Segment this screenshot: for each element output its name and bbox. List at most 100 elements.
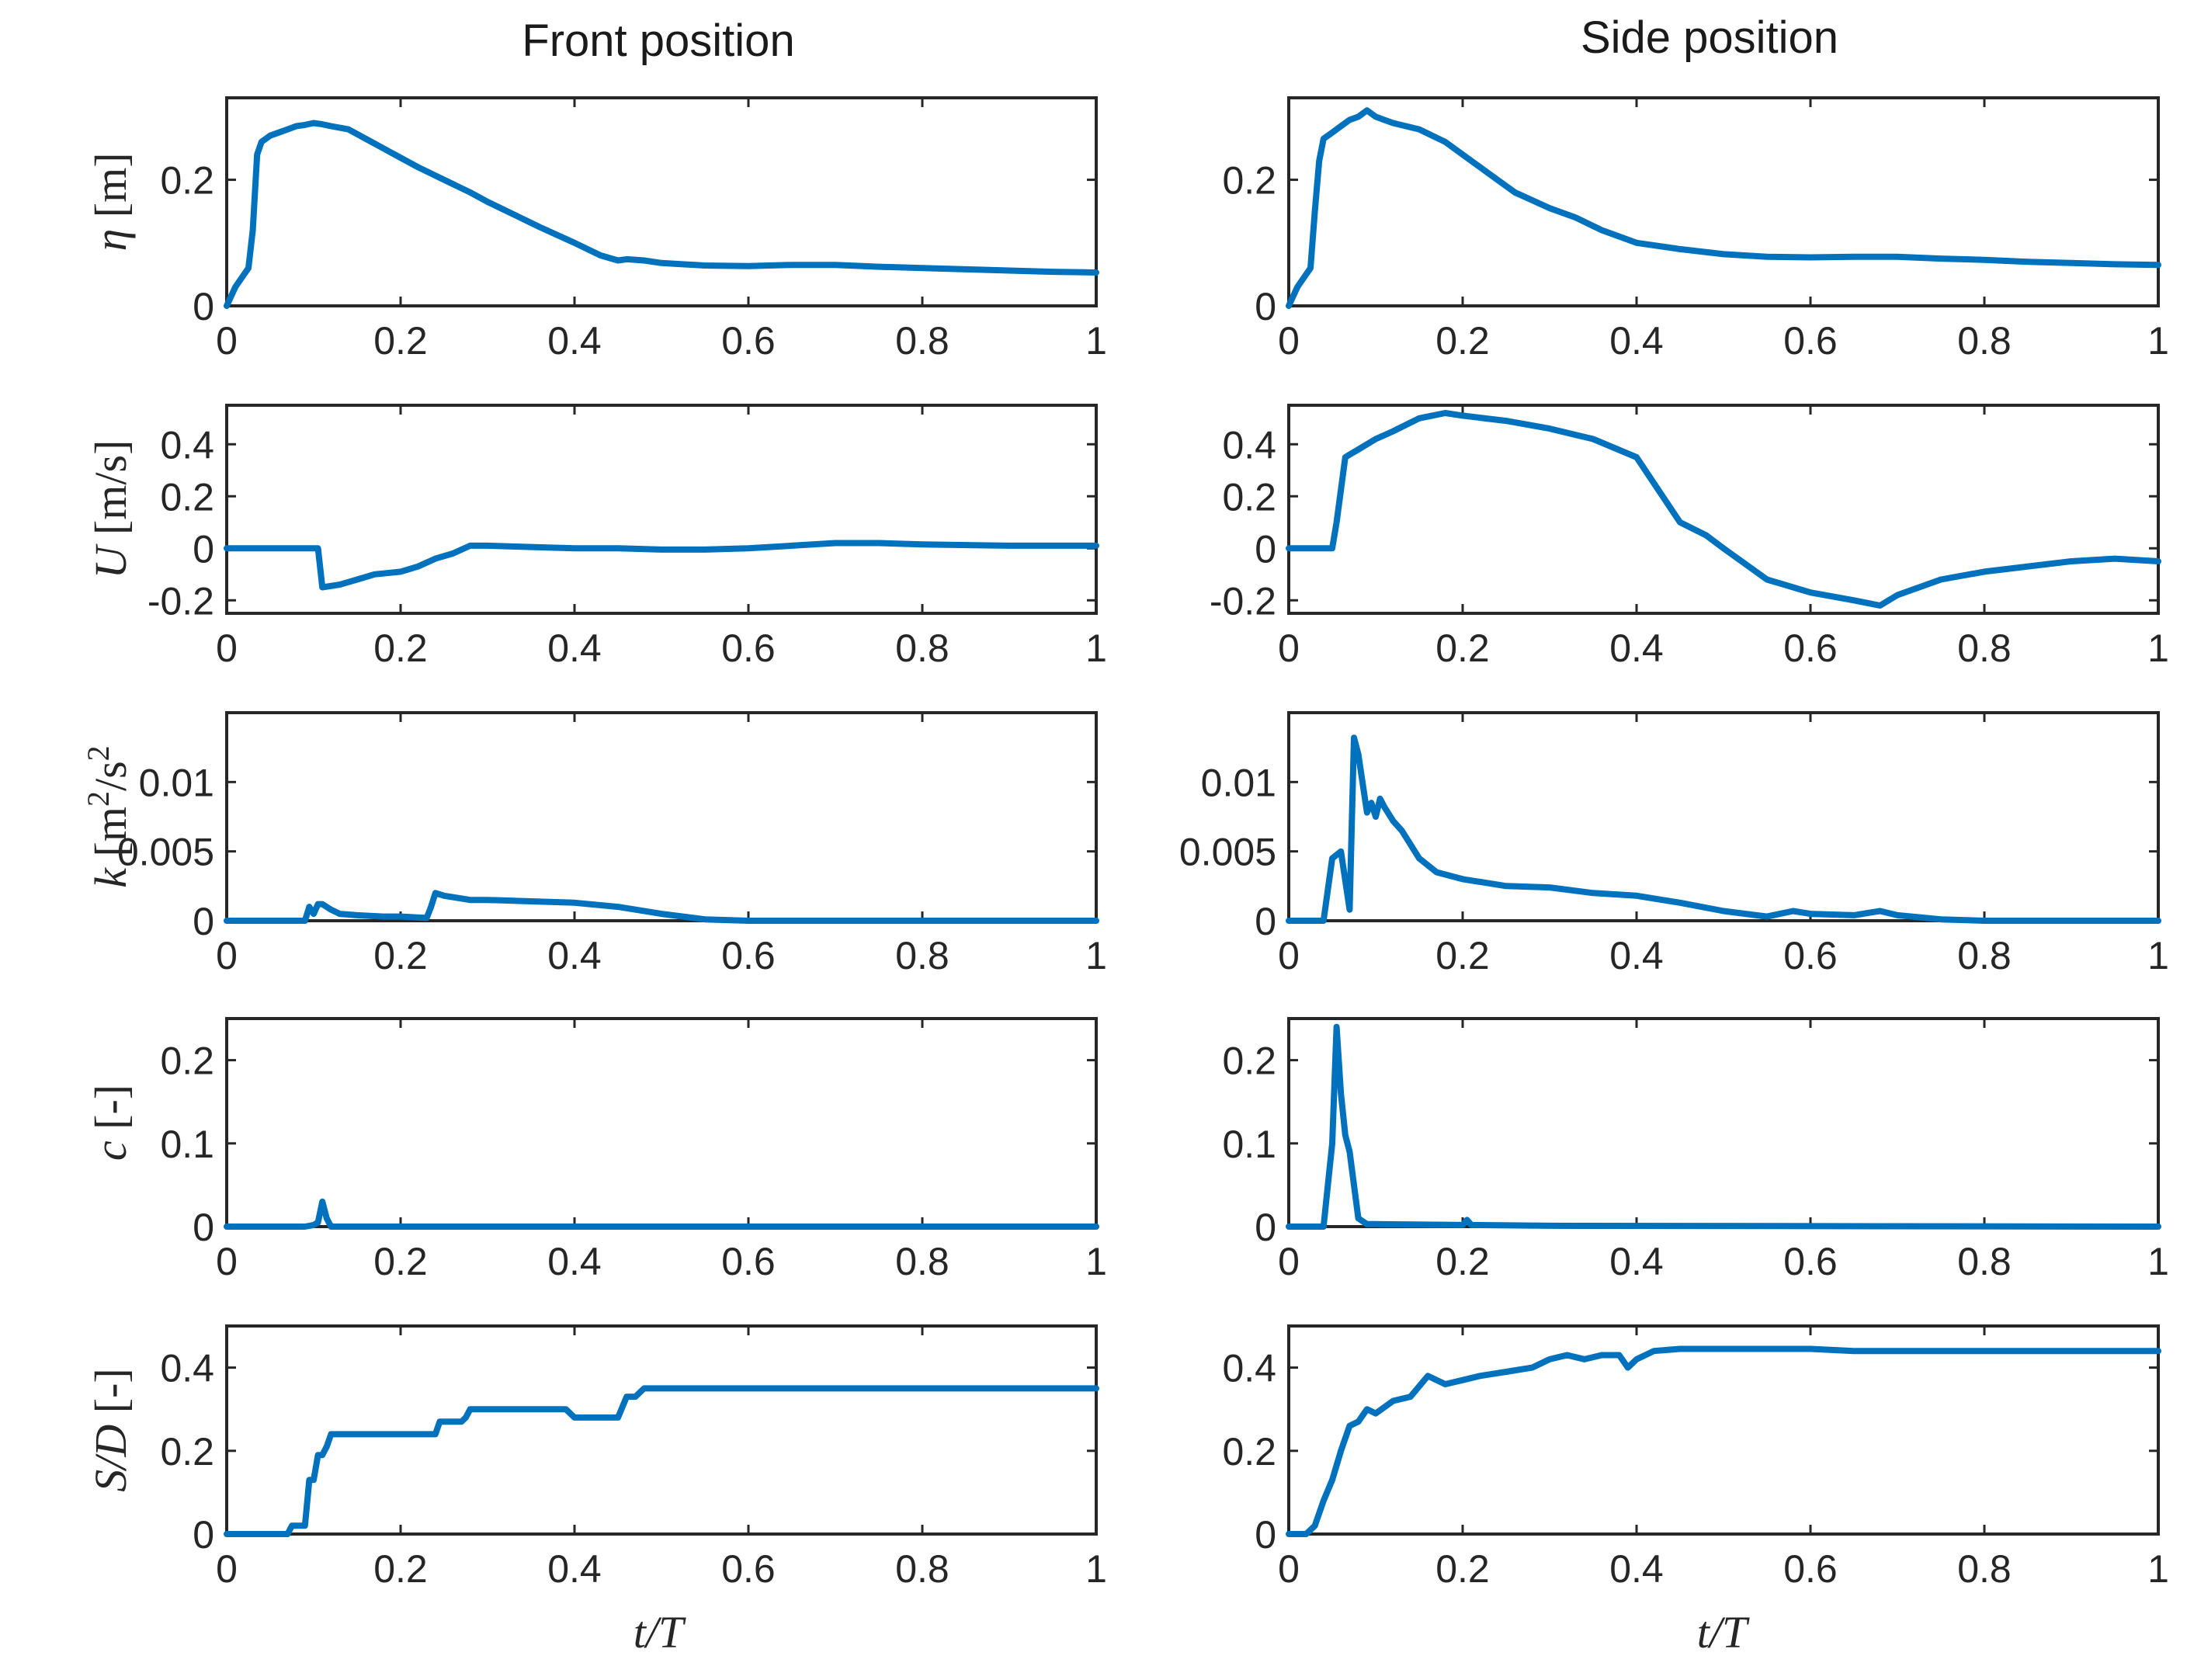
front-c-series-line <box>224 1198 1099 1230</box>
front-SD-xtick-label: 1 <box>1085 1547 1107 1591</box>
front-SD-xtick-label: 0 <box>216 1547 238 1591</box>
front-k-frame <box>225 711 1098 922</box>
front-c-y-axis-label-part: [-] <box>85 1085 136 1140</box>
front-SD-y-axis-label-part: S/D <box>85 1425 136 1492</box>
side-c-xtick-label: 0.4 <box>1609 1240 1664 1283</box>
side-k-xtick-label: 0 <box>1278 934 1300 977</box>
x-axis-label-side-t: t <box>1697 1607 1711 1657</box>
side-k-ytick-label: 0 <box>1255 900 1276 943</box>
side-SD-ytick-label: 0.2 <box>1222 1430 1276 1473</box>
front-SD-xtick-label: 0.2 <box>373 1547 428 1591</box>
front-U-xtick-label: 0.2 <box>373 627 428 670</box>
side-SD-series-line <box>1286 1345 2161 1537</box>
front-SD-series-line <box>224 1385 1099 1537</box>
front-SD-ytick-label: 0 <box>193 1513 214 1557</box>
side-k-xtick-label: 0.2 <box>1435 934 1490 977</box>
side-c-xtick-label: 0.6 <box>1783 1240 1838 1283</box>
side-k-axes: 0 0.2 0.4 0.6 0.8 1 0 0.005 0.01 <box>1179 711 2169 977</box>
front-eta-xtick-label: 0.8 <box>895 319 949 363</box>
front-c-xtick-label: 0.4 <box>547 1240 602 1283</box>
front-c-xtick-label: 0 <box>216 1240 238 1283</box>
x-axis-label-front-t: t <box>634 1607 647 1657</box>
front-eta-y-axis-label-part: η <box>85 229 136 252</box>
front-c-frame <box>225 1017 1098 1228</box>
side-c-series-line <box>1286 1023 2161 1230</box>
front-U-xtick-label: 0.8 <box>895 627 949 670</box>
front-k-xtick-label: 0.8 <box>895 934 949 977</box>
side-SD-xtick-label: 1 <box>2147 1547 2169 1591</box>
front-k-xtick-label: 0.4 <box>547 934 602 977</box>
side-eta-xtick-label: 0.2 <box>1435 319 1490 363</box>
side-k-ytick-label: 0.01 <box>1201 761 1276 804</box>
side-U-frame <box>1287 404 2160 615</box>
side-U-series-line <box>1286 410 2161 609</box>
front-U-y-axis-label: U [m/s] <box>85 440 136 579</box>
front-k-xtick-label: 0.6 <box>721 934 776 977</box>
front-SD-y-axis-label: S/D [-] <box>85 1368 136 1491</box>
front-eta-ytick-label: 0.2 <box>160 159 214 203</box>
front-eta-xtick-label: 0.6 <box>721 319 776 363</box>
front-c-ytick-label: 0 <box>193 1206 214 1249</box>
side-k-series-line <box>1286 734 2161 924</box>
side-U-axes: 0 0.2 0.4 0.6 0.8 1-0.200.20.4 <box>1210 404 2169 670</box>
side-eta-series-line <box>1286 107 2161 309</box>
front-k-xtick-label: 0.2 <box>373 934 428 977</box>
front-U-frame <box>225 404 1098 615</box>
front-eta-frame <box>225 96 1098 307</box>
front-U-xtick-label: 0.6 <box>721 627 776 670</box>
front-eta-xtick-label: 0.4 <box>547 319 602 363</box>
front-k-series-line <box>224 890 1099 924</box>
side-eta-xtick-label: 0.8 <box>1957 319 2012 363</box>
side-SD-xtick-label: 0 <box>1278 1547 1300 1591</box>
side-k-frame <box>1287 711 2160 922</box>
side-k-xtick-label: 0.4 <box>1609 934 1664 977</box>
side-SD-frame <box>1287 1324 2160 1536</box>
front-SD-xtick-label: 0.6 <box>721 1547 776 1591</box>
front-U-ytick-label: 0 <box>193 527 214 571</box>
side-c-ytick-label: 0.1 <box>1222 1123 1276 1166</box>
side-U-ytick-label: 0.4 <box>1222 423 1276 467</box>
front-k-xtick-label: 0 <box>216 934 238 977</box>
side-k-xtick-label: 0.6 <box>1783 934 1838 977</box>
side-eta-xtick-label: 1 <box>2147 319 2169 363</box>
front-SD-xtick-label: 0.8 <box>895 1547 949 1591</box>
side-c-ytick-label: 0.2 <box>1222 1040 1276 1083</box>
front-c-ytick-label: 0.2 <box>160 1040 214 1083</box>
side-eta-ytick-label: 0 <box>1255 285 1276 328</box>
front-SD-ytick-label: 0.4 <box>160 1347 214 1390</box>
side-eta-xtick-label: 0.4 <box>1609 319 1664 363</box>
front-position-title: Front position <box>522 16 794 66</box>
front-eta-y-axis-label: η [m] <box>85 152 136 251</box>
front-k-y-axis-label: k [m2/s2 <box>81 745 137 887</box>
side-SD-ytick-label: 0 <box>1255 1513 1276 1557</box>
side-U-xtick-label: 0 <box>1278 627 1300 670</box>
front-SD-frame <box>225 1324 1098 1536</box>
front-k-xtick-label: 1 <box>1085 934 1107 977</box>
front-k-y-axis-label-part: 2 <box>81 791 116 807</box>
side-eta-axes: 0 0.2 0.4 0.6 0.8 1 0 0.2 <box>1222 96 2169 363</box>
front-U-ytick-label: 0.2 <box>160 475 214 519</box>
front-eta-ytick-label: 0 <box>193 285 214 328</box>
front-c-ytick-label: 0.1 <box>160 1123 214 1166</box>
side-SD-xtick-label: 0.8 <box>1957 1547 2012 1591</box>
front-U-xtick-label: 1 <box>1085 627 1107 670</box>
side-U-xtick-label: 0.6 <box>1783 627 1838 670</box>
x-axis-label-front-T: T <box>658 1607 686 1657</box>
front-eta-xtick-label: 1 <box>1085 319 1107 363</box>
front-U-xtick-label: 0 <box>216 627 238 670</box>
front-eta-xtick-label: 0 <box>216 319 238 363</box>
front-c-xtick-label: 0.8 <box>895 1240 949 1283</box>
front-eta-xtick-label: 0.2 <box>373 319 428 363</box>
side-eta-frame <box>1287 96 2160 307</box>
front-U-xtick-label: 0.4 <box>547 627 602 670</box>
side-k-ytick-label: 0.005 <box>1179 831 1276 874</box>
front-c-xtick-label: 0.2 <box>373 1240 428 1283</box>
side-c-axes: 0 0.2 0.4 0.6 0.8 1 0 0.1 0.2 <box>1222 1017 2169 1283</box>
side-U-xtick-label: 0.4 <box>1609 627 1664 670</box>
side-SD-xtick-label: 0.2 <box>1435 1547 1490 1591</box>
front-U-axes: 0 0.2 0.4 0.6 0.8 1-0.200.20.4U [m/s] <box>85 404 1107 670</box>
side-c-xtick-label: 1 <box>2147 1240 2169 1283</box>
side-c-frame <box>1287 1017 2160 1228</box>
front-eta-y-axis-label-part: [m] <box>85 152 136 228</box>
